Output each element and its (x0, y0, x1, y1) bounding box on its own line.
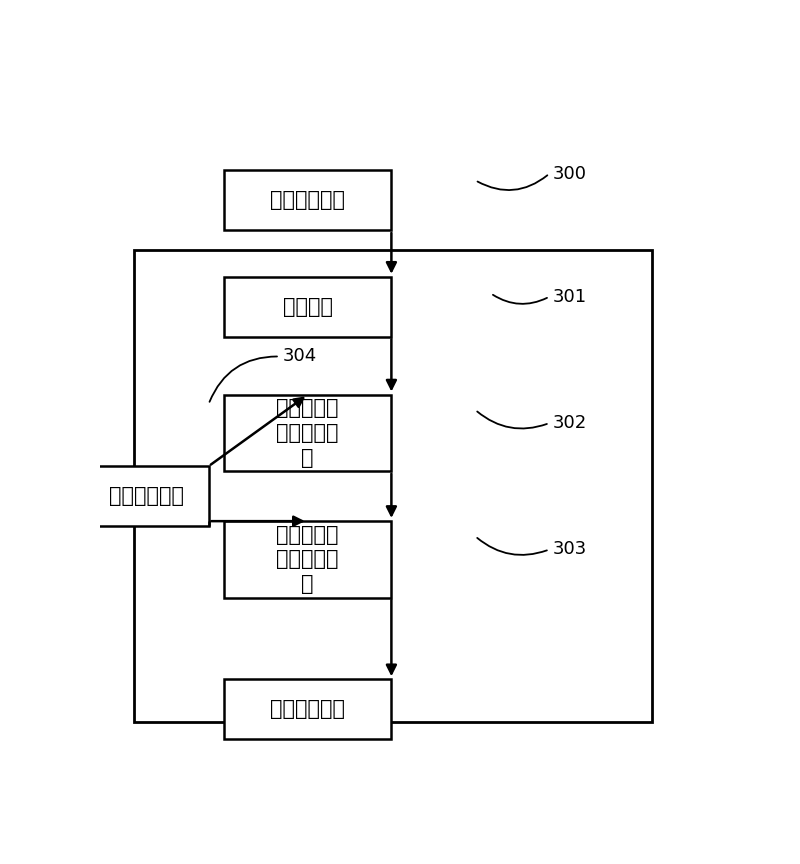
Text: 行判断模块
（行计数器
）: 行判断模块 （行计数器 ） (277, 398, 339, 467)
Bar (224, 395, 391, 471)
Text: 检测模块: 检测模块 (282, 296, 333, 316)
Text: 300: 300 (553, 164, 586, 182)
Text: 列判断模块
（列计数器
）: 列判断模块 （列计数器 ） (277, 524, 339, 594)
Bar (224, 521, 391, 598)
Text: 304: 304 (283, 347, 317, 365)
Bar (224, 679, 391, 739)
Bar (85, 467, 209, 526)
Text: 数据输入模块: 数据输入模块 (270, 190, 346, 210)
Text: 数据处理模块: 数据处理模块 (270, 699, 346, 719)
Text: 301: 301 (553, 288, 586, 306)
Text: 303: 303 (553, 540, 587, 558)
Text: 用户接口模块: 用户接口模块 (109, 486, 184, 506)
Bar (224, 276, 391, 337)
Bar (224, 170, 391, 230)
Bar (134, 250, 652, 722)
Text: 302: 302 (553, 414, 587, 432)
